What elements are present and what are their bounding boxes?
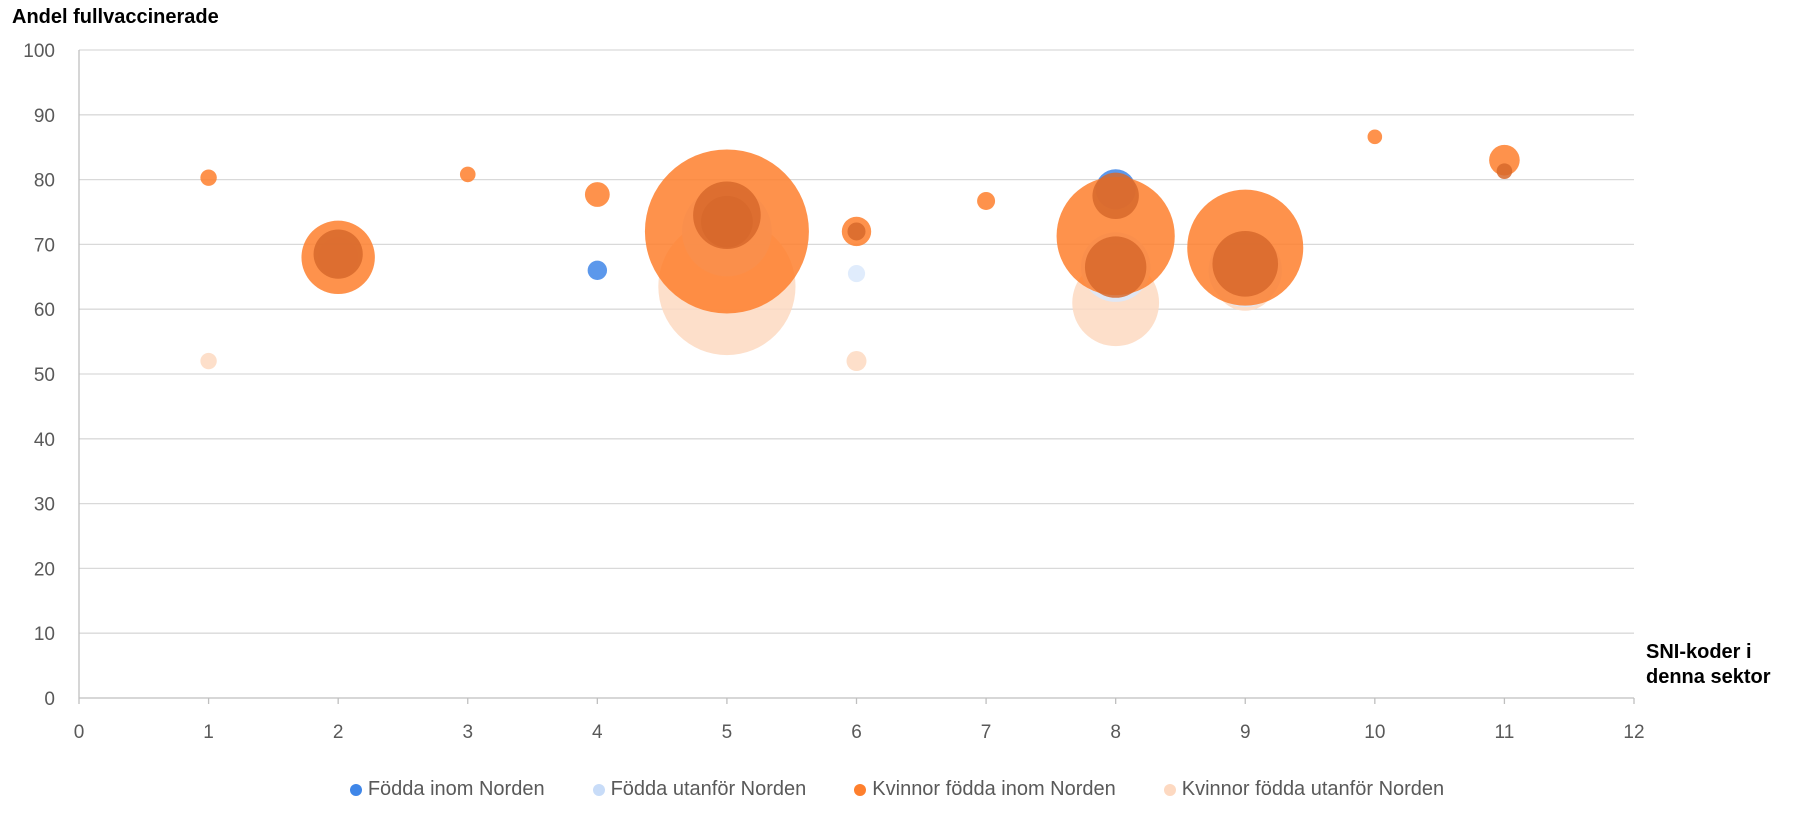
x-tick-label: 12	[1623, 722, 1644, 743]
legend-swatch-icon	[1163, 783, 1176, 796]
x-axis-title: SNI-koder i denna sektor	[1646, 641, 1771, 688]
y-tick-label: 70	[34, 235, 55, 256]
y-tick-label: 20	[34, 559, 55, 580]
y-tick-label: 0	[44, 689, 55, 710]
legend-label: Kvinnor födda utanför Norden	[1181, 778, 1445, 800]
y-tick-label: 30	[34, 495, 55, 516]
y-tick-label: 50	[34, 365, 55, 386]
bubble	[584, 182, 610, 207]
bubble	[847, 222, 866, 241]
bubble	[200, 169, 217, 186]
y-tick-label: 90	[34, 106, 55, 127]
gridlines	[79, 49, 1634, 634]
x-tick-label: 1	[203, 722, 214, 743]
bubble	[846, 351, 867, 372]
legend-label: Födda utanför Norden	[610, 778, 807, 800]
bubble	[587, 260, 608, 281]
legend-swatch-icon	[854, 783, 867, 796]
legend-swatch-icon	[349, 783, 362, 796]
bubble	[459, 166, 476, 183]
x-tick-label: 4	[592, 722, 603, 743]
bubble	[200, 352, 217, 370]
y-tick-label: 60	[34, 300, 55, 321]
x-tick-label: 2	[333, 722, 344, 743]
y-tick-label: 10	[34, 624, 55, 645]
y-tick-label: 80	[34, 171, 55, 192]
legend-item: Födda utanför Norden	[592, 778, 807, 801]
bubble	[1367, 129, 1383, 145]
x-tick-label: 7	[981, 722, 992, 743]
legend: Födda inom Norden Födda utanför Norden K…	[0, 778, 1794, 801]
bubble	[693, 181, 761, 250]
x-tick-label: 9	[1240, 722, 1251, 743]
x-tick-label: 5	[722, 722, 733, 743]
y-tick-label: 40	[34, 430, 55, 451]
legend-item: Kvinnor födda utanför Norden	[1163, 778, 1445, 801]
y-tick-label: 100	[23, 41, 55, 62]
bubble	[1084, 236, 1147, 298]
x-tick-label: 0	[74, 722, 85, 743]
y-axis-title: Andel fullvaccinerade	[12, 6, 219, 28]
legend-item: Födda inom Norden	[349, 778, 545, 801]
legend-label: Födda inom Norden	[367, 778, 545, 800]
bubble	[1496, 163, 1513, 179]
legend-item: Kvinnor födda inom Norden	[854, 778, 1116, 801]
bubble	[313, 229, 363, 279]
legend-label: Kvinnor födda inom Norden	[872, 778, 1116, 800]
bubble	[1489, 144, 1520, 176]
bubbles	[200, 129, 1520, 372]
bubble	[1212, 231, 1279, 297]
x-tick-label: 10	[1364, 722, 1385, 743]
bubble	[1092, 172, 1139, 219]
x-tick-label: 11	[1495, 722, 1515, 743]
x-tick-label: 3	[462, 722, 473, 743]
x-tick-label: 6	[851, 722, 862, 743]
bubble	[977, 191, 996, 210]
bubble	[847, 264, 866, 283]
legend-swatch-icon	[592, 783, 605, 796]
x-tick-label: 8	[1110, 722, 1121, 743]
